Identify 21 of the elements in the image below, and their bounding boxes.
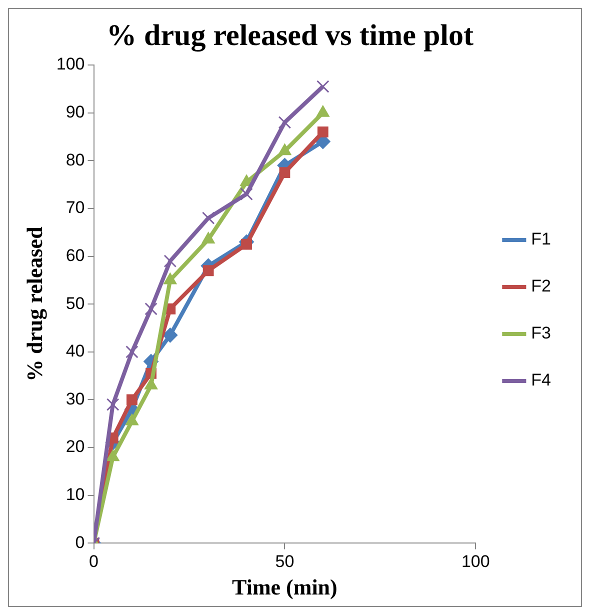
y-tick-label: 100 xyxy=(56,54,85,74)
y-tick-label: 10 xyxy=(66,485,85,504)
legend-label: F3 xyxy=(531,324,552,343)
x-axis-title: Time (min) xyxy=(232,574,338,600)
y-tick-label: 40 xyxy=(66,342,85,361)
y-axis-title: % drug released xyxy=(22,226,47,382)
y-tick-label: 60 xyxy=(66,246,85,265)
legend-label: F2 xyxy=(531,276,552,296)
x-tick-label: 50 xyxy=(275,552,294,572)
y-tick-label: 0 xyxy=(75,532,85,552)
y-tick-label: 80 xyxy=(66,150,85,170)
legend-label: F4 xyxy=(531,370,552,390)
y-tick-label: 30 xyxy=(66,389,85,408)
y-tick-label: 50 xyxy=(66,294,85,313)
x-tick-label: 0 xyxy=(89,552,98,572)
y-tick-label: 90 xyxy=(66,102,85,122)
y-tick-label: 70 xyxy=(66,198,85,218)
y-tick-label: 20 xyxy=(66,437,85,456)
chart-title: % drug released vs time plot xyxy=(106,18,474,52)
x-tick-label: 100 xyxy=(461,552,490,572)
legend-label: F1 xyxy=(531,230,552,249)
